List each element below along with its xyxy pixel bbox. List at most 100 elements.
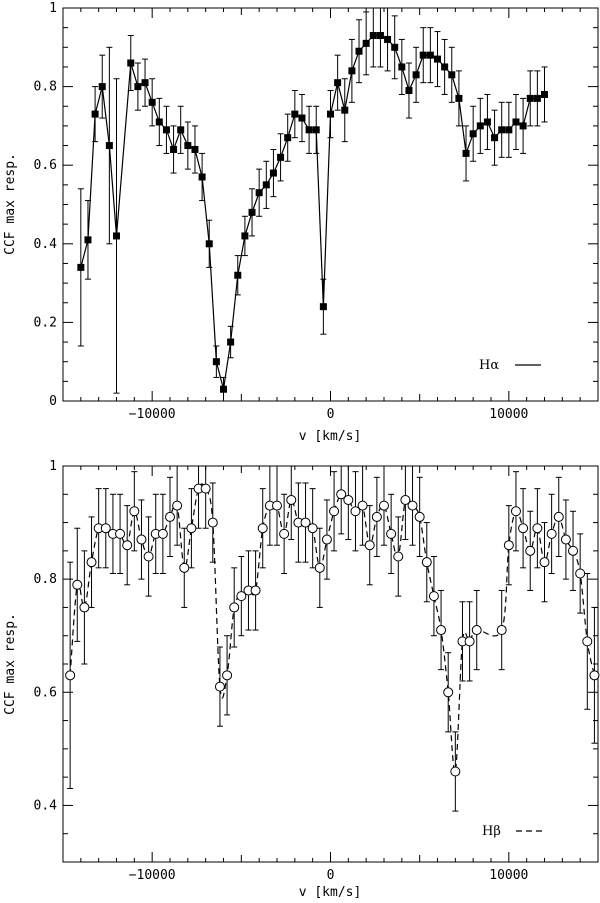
data-point	[319, 303, 327, 311]
legend: Hβ	[482, 824, 544, 839]
data-point	[355, 47, 363, 55]
data-point	[350, 506, 361, 517]
data-point	[229, 602, 240, 613]
data-point	[398, 63, 406, 71]
panel-halpha: −10000 0 10000 0 0.2 0.4 0.6 0.8 1 v [km/s] CCF …	[3, 1, 599, 444]
data-point	[419, 51, 427, 59]
legend: Hα	[479, 358, 541, 373]
data-point	[568, 545, 579, 556]
data-point	[575, 568, 586, 579]
data-point	[172, 500, 183, 511]
data-point	[122, 540, 133, 551]
data-point	[510, 506, 521, 517]
x-tick-label: 0	[327, 868, 335, 883]
data-point	[400, 494, 411, 505]
data-point	[155, 118, 163, 126]
data-point	[455, 94, 463, 102]
data-point	[170, 145, 178, 153]
data-point	[469, 130, 477, 138]
data-point	[312, 126, 320, 134]
data-point	[441, 63, 449, 71]
series-line	[80, 34, 545, 390]
panel-hbeta: −10000 0 10000 0.4 0.6 0.8 1 v [km/s] CCF max …	[3, 459, 600, 900]
data-point	[376, 32, 384, 40]
data-point	[148, 98, 156, 106]
data-point	[212, 358, 220, 366]
data-point	[336, 489, 347, 500]
data-point	[113, 232, 120, 240]
y-tick-label: 0.6	[34, 685, 57, 700]
data-point	[79, 602, 90, 613]
data-point	[386, 528, 397, 539]
data-point	[305, 126, 313, 134]
x-axis-label: v [km/s]	[299, 429, 362, 444]
data-point	[105, 142, 113, 150]
data-point	[421, 557, 432, 568]
x-tick-label: 0	[327, 407, 335, 422]
data-point	[198, 173, 206, 181]
data-point	[207, 517, 218, 528]
data-point	[505, 126, 513, 134]
data-series	[65, 465, 600, 812]
data-point	[436, 625, 447, 636]
data-point	[298, 114, 306, 122]
data-point	[343, 494, 354, 505]
data-point	[341, 106, 349, 114]
x-tick-label: 10000	[489, 868, 528, 883]
x-tick-label: 10000	[489, 407, 528, 422]
data-point	[236, 591, 247, 602]
y-tick-label: 0.8	[34, 80, 57, 95]
data-point	[284, 134, 292, 142]
data-point	[200, 483, 211, 494]
legend-label: Hβ	[482, 824, 501, 839]
x-tick-label: −10000	[129, 407, 176, 422]
data-point	[525, 545, 536, 556]
data-point	[127, 59, 135, 67]
x-axis-label: v [km/s]	[299, 885, 362, 900]
data-point	[553, 511, 564, 522]
data-series	[77, 7, 548, 402]
data-point	[222, 670, 233, 681]
y-tick-label: 1	[49, 1, 57, 16]
data-point	[177, 126, 185, 134]
data-point	[134, 83, 142, 91]
tick-labels: −10000 0 10000 0.4 0.6 0.8 1	[34, 459, 529, 883]
data-point	[532, 523, 543, 534]
data-point	[141, 79, 149, 87]
data-point	[143, 551, 154, 562]
data-point	[250, 585, 261, 596]
data-point	[414, 511, 425, 522]
data-point	[220, 385, 227, 393]
data-point	[84, 236, 92, 244]
y-axis-label: CCF max resp.	[3, 153, 18, 255]
y-tick-label: 0.2	[34, 315, 57, 330]
data-point	[491, 134, 499, 142]
data-point	[369, 32, 377, 40]
data-point	[255, 189, 263, 197]
data-point	[234, 271, 242, 279]
data-point	[329, 506, 340, 517]
data-point	[314, 562, 325, 573]
data-point	[241, 232, 249, 240]
data-point	[115, 528, 126, 539]
data-point	[269, 169, 277, 177]
data-point	[334, 79, 342, 87]
data-point	[541, 90, 548, 98]
data-point	[426, 51, 434, 59]
data-point	[503, 540, 514, 551]
data-point	[362, 39, 370, 47]
data-point	[407, 500, 418, 511]
data-point	[327, 110, 334, 118]
plot-frame	[62, 7, 599, 402]
x-tick-label: −10000	[129, 868, 176, 883]
data-point	[393, 551, 404, 562]
data-point	[518, 523, 529, 534]
data-point	[546, 528, 557, 539]
data-point	[443, 687, 454, 698]
axis-ticks	[62, 465, 599, 863]
data-point	[533, 94, 541, 102]
data-point	[589, 670, 600, 681]
y-axis-label: CCF max resp.	[3, 613, 18, 715]
data-point	[512, 118, 520, 126]
